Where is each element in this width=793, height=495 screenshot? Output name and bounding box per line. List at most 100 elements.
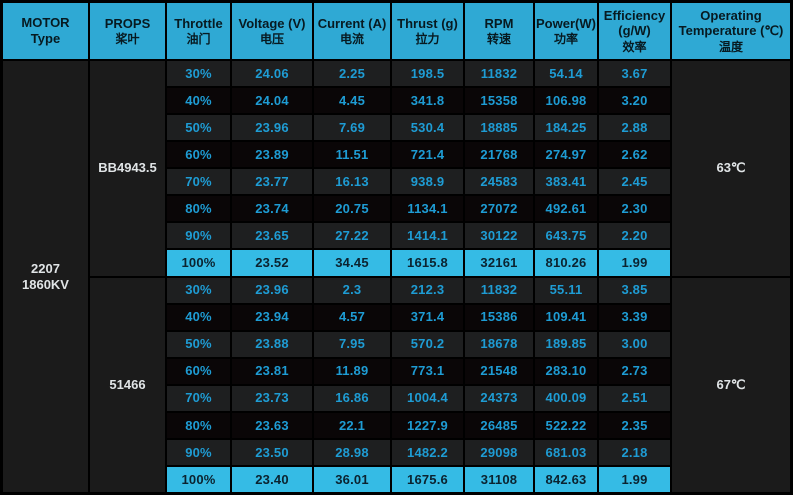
cell-voltage: 23.73 <box>232 385 312 411</box>
header-operating-temperature: Operating Temperature (℃) 温度 <box>672 3 790 59</box>
cell-throttle: 50% <box>167 331 230 357</box>
header-motor-type-line1: MOTOR <box>21 15 70 31</box>
motor-model: 2207 <box>31 260 60 276</box>
header-voltage-label-zh: 电压 <box>259 32 284 47</box>
cell-throttle: 40% <box>167 88 230 114</box>
header-efficiency-unit: (g/W) <box>618 23 651 39</box>
cell-voltage: 23.52 <box>232 250 312 276</box>
cell-throttle: 90% <box>167 223 230 249</box>
cell-efficiency: 1.99 <box>599 250 670 276</box>
cell-voltage: 23.63 <box>232 412 312 438</box>
cell-voltage: 23.89 <box>232 142 312 168</box>
cell-thrust: 1414.1 <box>392 223 463 249</box>
cell-efficiency: 2.62 <box>599 142 670 168</box>
header-rpm: RPM 转速 <box>465 3 533 59</box>
cell-efficiency: 2.88 <box>599 115 670 141</box>
cell-efficiency: 2.18 <box>599 439 670 465</box>
cell-efficiency: 3.00 <box>599 331 670 357</box>
cell-rpm: 18885 <box>465 115 533 141</box>
cell-efficiency: 2.35 <box>599 412 670 438</box>
cell-voltage: 23.88 <box>232 331 312 357</box>
header-throttle: Throttle 油门 <box>167 3 230 59</box>
cell-throttle: 80% <box>167 196 230 222</box>
temperature-value: 63℃ <box>716 160 746 176</box>
cell-voltage: 23.65 <box>232 223 312 249</box>
cell-current: 28.98 <box>314 439 390 465</box>
cell-efficiency: 2.30 <box>599 196 670 222</box>
header-power: Power(W) 功率 <box>535 3 597 59</box>
cell-current: 2.3 <box>314 277 390 303</box>
cell-power: 54.14 <box>535 61 597 87</box>
cell-throttle: 70% <box>167 385 230 411</box>
header-voltage: Voltage (V) 电压 <box>232 3 312 59</box>
cell-efficiency: 3.67 <box>599 61 670 87</box>
header-current-label-zh: 电流 <box>339 32 364 47</box>
cell-rpm: 30122 <box>465 223 533 249</box>
header-power-label-zh: 功率 <box>553 32 578 47</box>
header-current: Current (A) 电流 <box>314 3 390 59</box>
cell-efficiency: 2.20 <box>599 223 670 249</box>
header-motor-type: MOTOR Type <box>3 3 88 59</box>
header-temperature-line1: Operating <box>700 7 762 23</box>
cell-thrust: 1675.6 <box>392 466 463 492</box>
cell-rpm: 24583 <box>465 169 533 195</box>
prop-name: BB4943.5 <box>98 160 157 176</box>
cell-current: 7.95 <box>314 331 390 357</box>
cell-power: 184.25 <box>535 115 597 141</box>
header-efficiency-label: Efficiency <box>603 7 666 23</box>
cell-rpm: 21548 <box>465 358 533 384</box>
cell-thrust: 773.1 <box>392 358 463 384</box>
cell-rpm: 11832 <box>465 277 533 303</box>
cell-voltage: 23.94 <box>232 304 312 330</box>
cell-power: 109.41 <box>535 304 597 330</box>
cell-power: 681.03 <box>535 439 597 465</box>
header-rpm-label-zh: 转速 <box>486 32 511 47</box>
cell-voltage: 23.81 <box>232 358 312 384</box>
header-efficiency-label-zh: 效率 <box>622 39 647 54</box>
cell-efficiency: 2.51 <box>599 385 670 411</box>
cell-power: 55.11 <box>535 277 597 303</box>
cell-efficiency: 3.20 <box>599 88 670 114</box>
cell-current: 11.51 <box>314 142 390 168</box>
cell-throttle: 40% <box>167 304 230 330</box>
prop-cell-51466: 51466 <box>90 277 165 492</box>
cell-throttle: 100% <box>167 466 230 492</box>
cell-power: 383.41 <box>535 169 597 195</box>
header-thrust: Thrust (g) 拉力 <box>392 3 463 59</box>
cell-throttle: 60% <box>167 358 230 384</box>
prop-cell-bb4943: BB4943.5 <box>90 61 165 276</box>
prop-name: 51466 <box>109 376 146 392</box>
cell-rpm: 27072 <box>465 196 533 222</box>
cell-power: 400.09 <box>535 385 597 411</box>
cell-power: 492.61 <box>535 196 597 222</box>
header-power-label: Power(W) <box>536 15 596 31</box>
cell-thrust: 198.5 <box>392 61 463 87</box>
cell-thrust: 1615.8 <box>392 250 463 276</box>
cell-thrust: 1004.4 <box>392 385 463 411</box>
cell-throttle: 100% <box>167 250 230 276</box>
cell-voltage: 24.06 <box>232 61 312 87</box>
cell-current: 7.69 <box>314 115 390 141</box>
cell-current: 4.57 <box>314 304 390 330</box>
cell-rpm: 15386 <box>465 304 533 330</box>
cell-current: 22.1 <box>314 412 390 438</box>
cell-voltage: 23.50 <box>232 439 312 465</box>
cell-rpm: 24373 <box>465 385 533 411</box>
cell-rpm: 21768 <box>465 142 533 168</box>
cell-throttle: 30% <box>167 61 230 87</box>
cell-current: 16.86 <box>314 385 390 411</box>
cell-voltage: 23.96 <box>232 115 312 141</box>
cell-thrust: 721.4 <box>392 142 463 168</box>
cell-thrust: 530.4 <box>392 115 463 141</box>
cell-throttle: 60% <box>167 142 230 168</box>
cell-power: 274.97 <box>535 142 597 168</box>
cell-efficiency: 3.39 <box>599 304 670 330</box>
header-props: PROPS 桨叶 <box>90 3 165 59</box>
header-thrust-label-zh: 拉力 <box>415 32 440 47</box>
cell-rpm: 29098 <box>465 439 533 465</box>
cell-current: 27.22 <box>314 223 390 249</box>
cell-voltage: 23.96 <box>232 277 312 303</box>
cell-voltage: 23.77 <box>232 169 312 195</box>
cell-thrust: 1482.2 <box>392 439 463 465</box>
